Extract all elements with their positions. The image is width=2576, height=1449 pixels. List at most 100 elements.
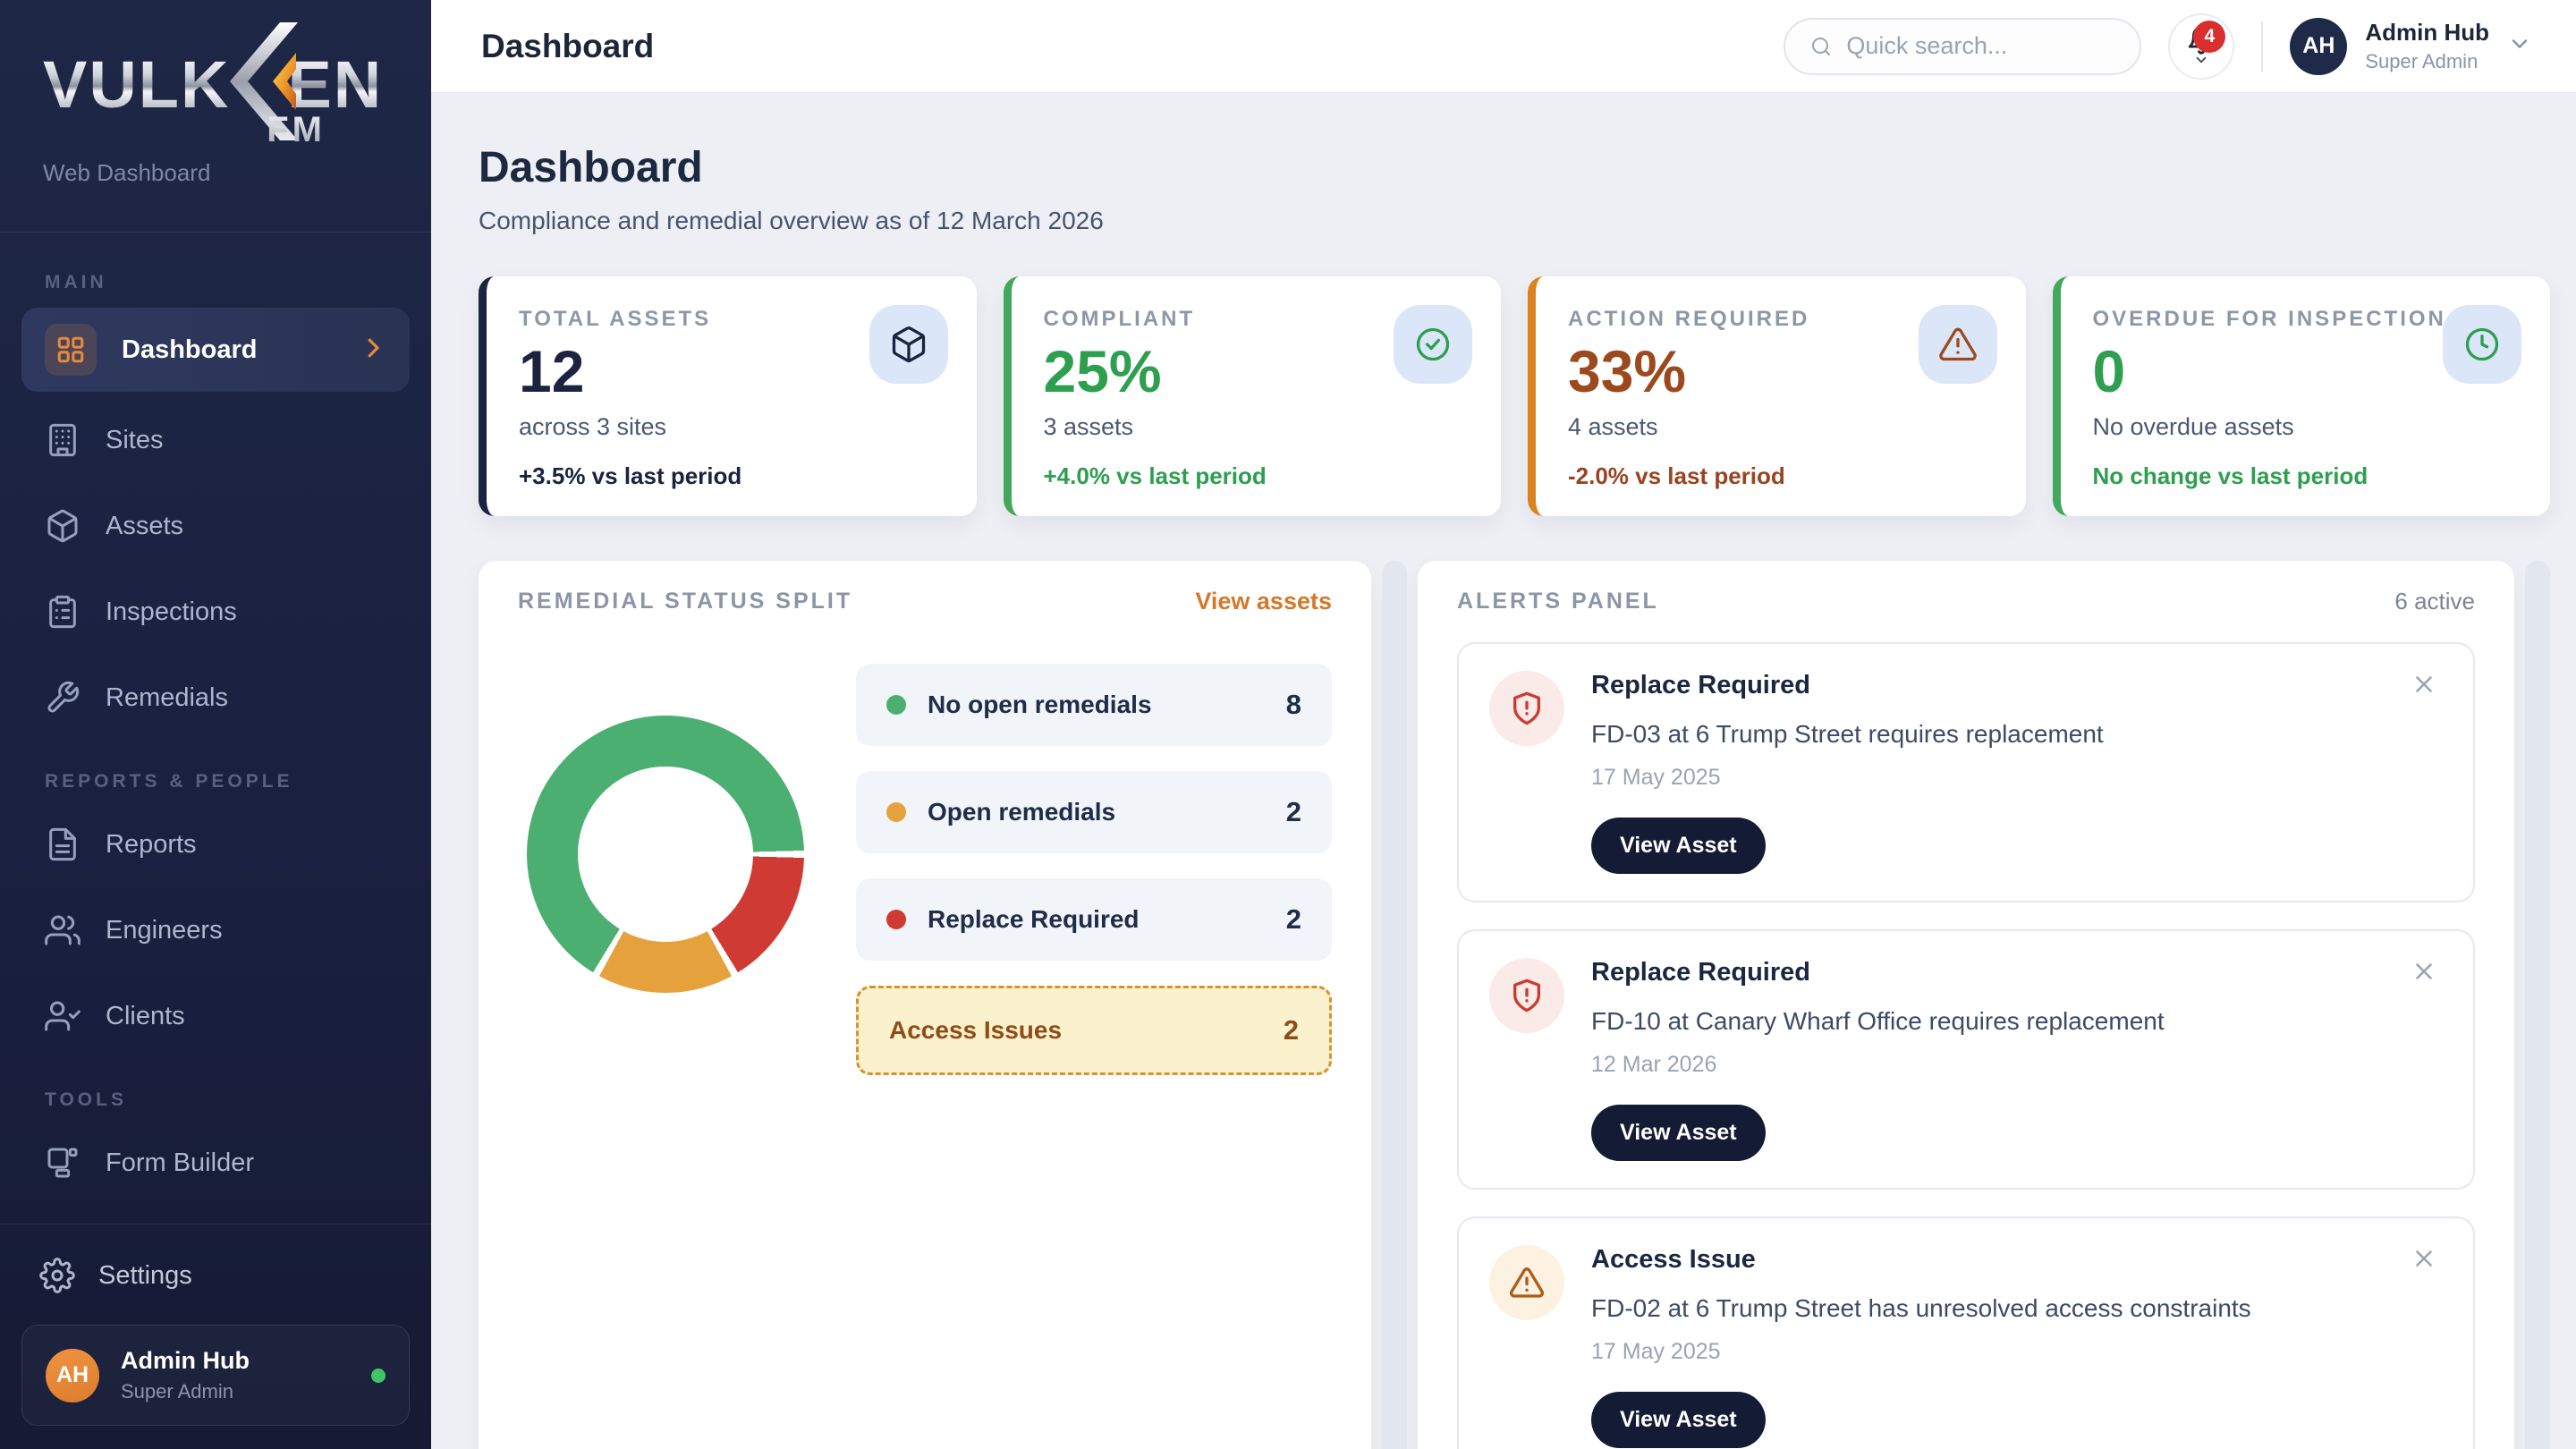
topbar-right: 4 AH Admin Hub Super Admin — [1784, 13, 2532, 80]
user-check-icon — [45, 1001, 80, 1031]
user-meta: Admin Hub Super Admin — [2365, 19, 2489, 73]
sidebar-item-dashboard[interactable]: Dashboard — [21, 308, 410, 392]
alert-card-access-fd02: Access Issue FD-02 at 6 Trump Street has… — [1457, 1216, 2475, 1449]
alerts-panel-scrollbar[interactable] — [2525, 561, 2550, 1449]
alert-title: Replace Required — [1591, 671, 1810, 699]
alerts-active-count: 6 active — [2394, 588, 2475, 614]
alert-content: Access Issue FD-02 at 6 Trump Street has… — [1591, 1245, 2443, 1448]
sidebar-item-label: Engineers — [106, 915, 223, 945]
sidebar-user-card[interactable]: AH Admin Hub Super Admin — [21, 1325, 410, 1426]
close-icon[interactable] — [2411, 671, 2437, 702]
stat-card-overdue: OVERDUE FOR INSPECTION 0 No overdue asse… — [2052, 276, 2550, 516]
page-title: Dashboard — [479, 144, 703, 191]
legend-row-access-issues[interactable]: Access Issues 2 — [856, 986, 1332, 1075]
shield-alert-icon — [1489, 958, 1564, 1033]
stat-delta: +3.5% vs last period — [519, 462, 742, 489]
stat-label: TOTAL ASSETS — [519, 307, 712, 331]
sidebar-item-clients[interactable]: Clients — [0, 973, 431, 1059]
view-asset-button[interactable]: View Asset — [1591, 818, 1766, 874]
stat-card-total-assets: TOTAL ASSETS 12 across 3 sites +3.5% vs … — [479, 276, 977, 516]
logo-chevron-icon — [217, 21, 300, 145]
legend-count: 8 — [1285, 689, 1301, 720]
grid-icon — [45, 324, 97, 376]
panels-row: REMEDIAL STATUS SPLIT View assets No ope… — [479, 561, 2550, 1449]
alert-card-replace-fd03: Replace Required FD-03 at 6 Trump Street… — [1457, 642, 2475, 902]
topbar-title: Dashboard — [481, 27, 655, 64]
sidebar-item-reports[interactable]: Reports — [0, 801, 431, 887]
user-menu[interactable]: AH Admin Hub Super Admin — [2290, 17, 2532, 75]
nav-section-main: MAIN — [45, 272, 107, 292]
legend-dot-orange — [886, 802, 906, 822]
notifications-button[interactable]: 4 — [2168, 13, 2235, 80]
legend-row-no-open[interactable]: No open remedials 8 — [856, 664, 1332, 746]
nav-section-reports-people: REPORTS & PEOPLE — [45, 771, 293, 792]
panel-title: ALERTS PANEL — [1457, 589, 1659, 614]
sidebar-tagline: Web Dashboard — [43, 159, 211, 186]
alert-date: 17 May 2025 — [1591, 765, 1721, 790]
close-icon[interactable] — [2411, 958, 2437, 989]
stat-label: OVERDUE FOR INSPECTION — [2092, 307, 2446, 331]
remedial-panel-scrollbar[interactable] — [1382, 561, 1407, 1449]
main-area: Dashboard 4 AH Admin Hub Super Admin — [431, 0, 2576, 1449]
page-subtitle: Compliance and remedial overview as of 1… — [479, 207, 1104, 234]
sidebar-item-assets[interactable]: Assets — [0, 483, 431, 569]
search-box[interactable] — [1784, 17, 2142, 75]
vulken-logo: VULK E — [43, 21, 388, 149]
sidebar-bottom: Settings AH Admin Hub Super Admin — [0, 1224, 431, 1449]
stat-label: ACTION REQUIRED — [1568, 307, 1810, 331]
sidebar-item-settings[interactable]: Settings — [0, 1237, 431, 1314]
topbar: Dashboard 4 AH Admin Hub Super Admin — [431, 0, 2576, 93]
clock-icon — [2443, 305, 2521, 384]
stat-subtext: across 3 sites — [519, 412, 667, 440]
layout-icon — [47, 1148, 78, 1178]
avatar: AH — [2290, 17, 2348, 75]
view-asset-button[interactable]: View Asset — [1591, 1105, 1766, 1161]
view-asset-button[interactable]: View Asset — [1591, 1392, 1766, 1448]
stat-delta: -2.0% vs last period — [1568, 462, 1785, 489]
clipboard-icon — [49, 595, 76, 629]
remedial-status-panel: REMEDIAL STATUS SPLIT View assets No ope… — [479, 561, 1371, 1449]
check-circle-icon — [1394, 305, 1472, 384]
logo-fm: FM — [267, 110, 326, 149]
remedial-donut-chart — [527, 716, 804, 993]
gear-icon — [39, 1258, 75, 1293]
search-icon — [1812, 37, 1831, 55]
legend-row-replace[interactable]: Replace Required 2 — [856, 878, 1332, 961]
legend-count: 2 — [1285, 796, 1301, 827]
package-icon — [869, 305, 948, 384]
shield-alert-icon — [1489, 671, 1564, 746]
chevron-down-icon — [2196, 56, 2207, 63]
legend-count: 2 — [1283, 1014, 1299, 1046]
stat-subtext: 3 assets — [1043, 412, 1134, 440]
users-icon — [45, 915, 80, 945]
sidebar-item-sites[interactable]: Sites — [0, 397, 431, 483]
alert-content: Replace Required FD-10 at Canary Wharf O… — [1591, 958, 2443, 1161]
sidebar-item-inspections[interactable]: Inspections — [0, 569, 431, 655]
package-icon — [47, 509, 78, 543]
close-icon[interactable] — [2411, 1245, 2437, 1276]
search-input[interactable] — [1846, 32, 2115, 60]
sidebar-item-form-builder[interactable]: Form Builder — [0, 1120, 431, 1206]
topbar-divider — [2261, 21, 2264, 72]
alert-title: Replace Required — [1591, 958, 1810, 987]
wrench-icon — [47, 681, 80, 713]
sidebar-item-remedials[interactable]: Remedials — [0, 655, 431, 741]
chevron-down-icon — [2507, 31, 2532, 61]
alerts-panel: ALERTS PANEL 6 active Replace Required — [1418, 561, 2514, 1449]
stat-label: COMPLIANT — [1043, 307, 1196, 331]
view-assets-link[interactable]: View assets — [1195, 588, 1332, 614]
alert-description: FD-03 at 6 Trump Street requires replace… — [1591, 720, 2104, 748]
stat-subtext: No overdue assets — [2092, 412, 2294, 440]
sidebar-item-label: Dashboard — [122, 335, 258, 364]
sidebar-item-label: Settings — [98, 1260, 192, 1290]
online-status-dot — [371, 1368, 386, 1383]
legend-row-open[interactable]: Open remedials 2 — [856, 771, 1332, 853]
stat-delta: +4.0% vs last period — [1043, 462, 1267, 489]
alert-description: FD-02 at 6 Trump Street has unresolved a… — [1591, 1294, 2251, 1322]
logo-block: VULK E — [0, 0, 431, 208]
stat-subtext: 4 assets — [1568, 412, 1658, 440]
alert-date: 12 Mar 2026 — [1591, 1052, 1717, 1077]
sidebar-item-engineers[interactable]: Engineers — [0, 887, 431, 973]
alert-date: 17 May 2025 — [1591, 1339, 1721, 1364]
donut-wrap — [518, 639, 813, 1075]
